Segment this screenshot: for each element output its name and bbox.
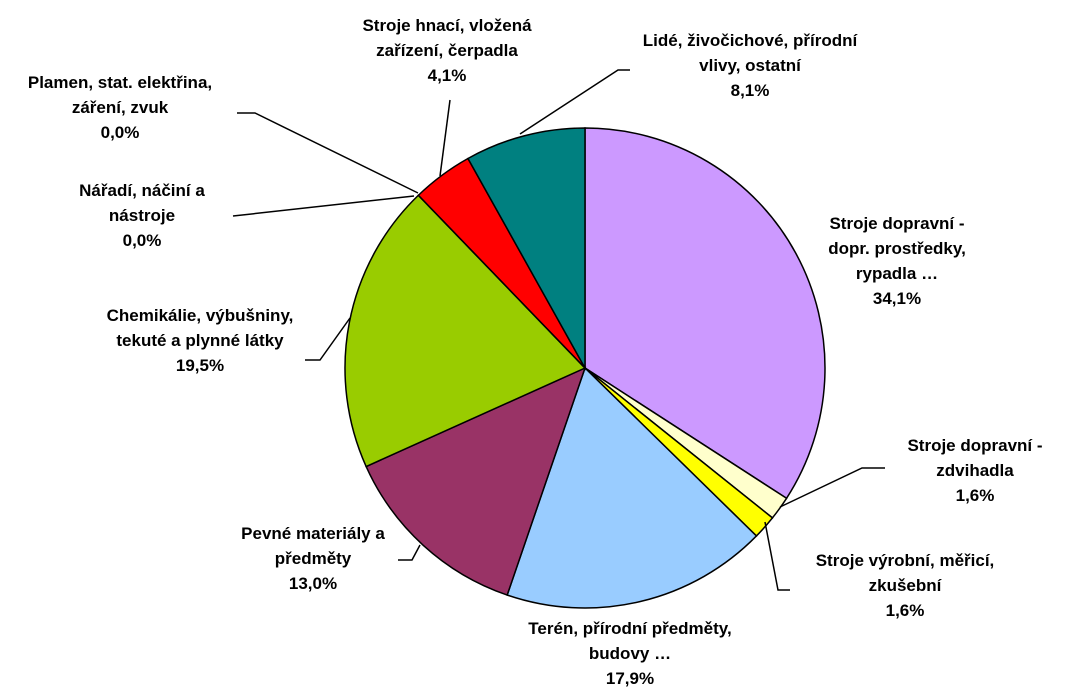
pie-slice xyxy=(506,366,758,609)
leader-line xyxy=(439,99,451,177)
pie-slice xyxy=(466,127,586,371)
category-label: Stroje výrobní, měřicí, zkušební xyxy=(815,551,995,595)
leader-line xyxy=(519,69,630,135)
leader-line xyxy=(764,521,790,591)
category-label: Terén, přírodní předměty, budovy … xyxy=(528,619,732,663)
slice-label: Lidé, živočichové, přírodní vlivy, ostat… xyxy=(638,28,863,103)
category-label: Stroje hnací, vložená zařízení, čerpadla xyxy=(362,16,532,60)
value-label: 1,6% xyxy=(955,486,995,505)
value-label: 4,1% xyxy=(427,66,467,85)
category-label: Nářadí, náčiní a nástroje xyxy=(79,181,205,225)
value-label: 19,5% xyxy=(175,356,225,375)
slice-label: Stroje výrobní, měřicí, zkušební 1,6% xyxy=(785,548,1025,623)
slice-label: Chemikálie, výbušniny, tekuté a plynné l… xyxy=(100,303,300,378)
category-label: Chemikálie, výbušniny, tekuté a plynné l… xyxy=(106,306,294,350)
slice-label: Stroje dopravní - dopr. prostředky, rypa… xyxy=(812,211,982,311)
leader-line xyxy=(237,112,419,194)
leader-line xyxy=(305,317,351,361)
slice-label: Terén, přírodní předměty, budovy … 17,9% xyxy=(520,616,740,691)
value-label: 0,0% xyxy=(100,123,140,142)
value-label: 34,1% xyxy=(872,289,922,308)
value-label: 8,1% xyxy=(730,81,770,100)
leader-line xyxy=(779,467,885,508)
category-label: Plamen, stat. elektřina, záření, zvuk xyxy=(27,73,213,117)
pie-slice xyxy=(584,127,826,500)
slice-label: Pevné materiály a předměty 13,0% xyxy=(213,521,413,596)
pie-slice xyxy=(365,366,587,596)
value-label: 1,6% xyxy=(885,601,925,620)
leader-line xyxy=(232,195,415,217)
pie-slice xyxy=(344,194,587,468)
slice-label: Nářadí, náčiní a nástroje 0,0% xyxy=(57,178,227,253)
slice-label: Stroje hnací, vložená zařízení, čerpadla… xyxy=(337,13,557,88)
slice-label: Stroje dopravní - zdvihadla 1,6% xyxy=(895,433,1055,508)
value-label: 13,0% xyxy=(288,574,338,593)
leader-line xyxy=(398,544,421,561)
value-label: 17,9% xyxy=(605,669,655,688)
category-label: Lidé, živočichové, přírodní vlivy, ostat… xyxy=(642,31,858,75)
value-label: 0,0% xyxy=(122,231,162,250)
slice-label: Plamen, stat. elektřina, záření, zvuk 0,0… xyxy=(10,70,230,145)
category-label: Stroje dopravní - zdvihadla xyxy=(907,436,1043,480)
category-label: Pevné materiály a předměty xyxy=(241,524,385,568)
category-label: Stroje dopravní - dopr. prostředky, rypa… xyxy=(828,214,966,283)
